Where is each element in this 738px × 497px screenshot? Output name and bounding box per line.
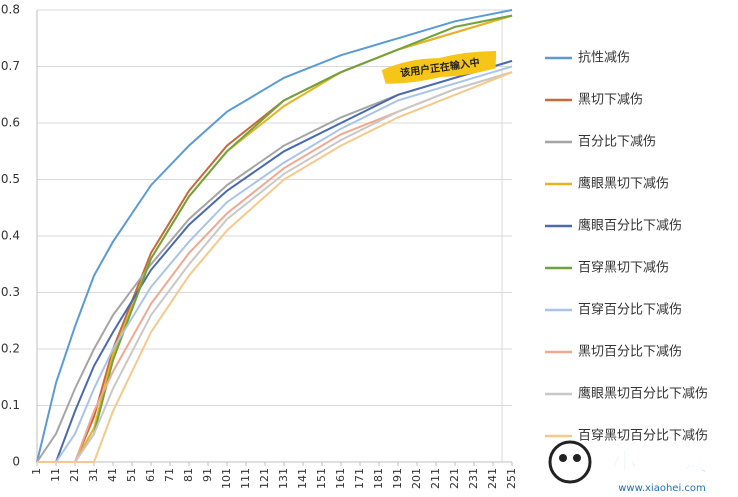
x-tick-label: 101 bbox=[220, 468, 233, 489]
x-tick-label: 131 bbox=[277, 468, 290, 489]
x-tick-label: 181 bbox=[372, 468, 385, 489]
x-tick-label: 111 bbox=[239, 468, 252, 489]
y-tick-label: 0.5 bbox=[1, 172, 20, 186]
x-tick-label: 221 bbox=[448, 468, 461, 489]
x-tick-label: 211 bbox=[429, 468, 442, 489]
x-tick-label: 121 bbox=[258, 468, 271, 489]
legend-label: 百穿百分比下减伤 bbox=[578, 302, 682, 318]
y-tick-label: 0.7 bbox=[1, 59, 20, 73]
x-tick-label: 21 bbox=[68, 468, 81, 482]
legend-label: 黑切百分比下减伤 bbox=[578, 345, 682, 360]
legend-label: 百分比下减伤 bbox=[578, 135, 656, 150]
x-tick-label: 191 bbox=[391, 468, 404, 489]
x-tick-label: 41 bbox=[106, 468, 119, 482]
series-line bbox=[37, 65, 513, 463]
x-tick-label: 241 bbox=[486, 468, 499, 489]
x-tick-label: 71 bbox=[163, 468, 176, 482]
legend-label: 百穿黑切百分比下减伤 bbox=[578, 428, 708, 444]
legend-label: 鹰眼黑切下减伤 bbox=[578, 176, 669, 192]
x-tick-label: 151 bbox=[315, 468, 328, 489]
x-tick-label: 1 bbox=[30, 468, 43, 475]
y-tick-label: 0 bbox=[12, 455, 20, 469]
watermark-logo-eye bbox=[559, 454, 567, 462]
y-tick-label: 0.3 bbox=[1, 285, 20, 299]
watermark-logo bbox=[548, 440, 592, 484]
series-line bbox=[37, 71, 513, 463]
x-tick-label: 11 bbox=[49, 468, 62, 482]
x-tick-label: 171 bbox=[353, 468, 366, 489]
x-tick-label: 51 bbox=[125, 468, 138, 482]
x-tick-label: 161 bbox=[334, 468, 347, 489]
y-tick-label: 0.1 bbox=[1, 398, 20, 412]
watermark-url: www.xiaohei.com bbox=[618, 483, 706, 494]
x-tick-label: 81 bbox=[182, 468, 195, 482]
x-tick-label: 251 bbox=[505, 468, 518, 489]
legend-label: 鹰眼黑切百分比下减伤 bbox=[578, 386, 708, 402]
watermark: 小黑游戏 www.xiaohei.com bbox=[548, 440, 709, 494]
y-tick-label: 0.8 bbox=[1, 3, 20, 17]
watermark-title: 小黑游戏 bbox=[612, 448, 708, 476]
series-line bbox=[37, 59, 513, 463]
x-tick-label: 61 bbox=[144, 468, 157, 482]
x-tick-label: 201 bbox=[410, 468, 423, 489]
y-tick-label: 0.2 bbox=[1, 342, 20, 356]
legend-label: 鹰眼百分比下减伤 bbox=[578, 218, 682, 234]
x-tick-label: 91 bbox=[201, 468, 214, 482]
plot-area: 00.10.20.30.40.50.60.70.81 11 21 31 41 51 61 71… bbox=[1, 3, 518, 490]
legend-label: 百穿黑切下减伤 bbox=[578, 260, 669, 276]
x-tick-label: 141 bbox=[296, 468, 309, 489]
y-tick-label: 0.4 bbox=[1, 229, 20, 243]
annotation-brush bbox=[381, 51, 497, 84]
x-tick-label: 231 bbox=[467, 468, 480, 489]
legend-label: 抗性减伤 bbox=[578, 51, 630, 66]
y-tick-label: 0.6 bbox=[1, 116, 20, 130]
legend-label: 黑切下减伤 bbox=[578, 93, 643, 108]
x-tick-label: 31 bbox=[87, 468, 100, 482]
series-line bbox=[36, 9, 513, 463]
watermark-logo-eye bbox=[573, 454, 581, 462]
